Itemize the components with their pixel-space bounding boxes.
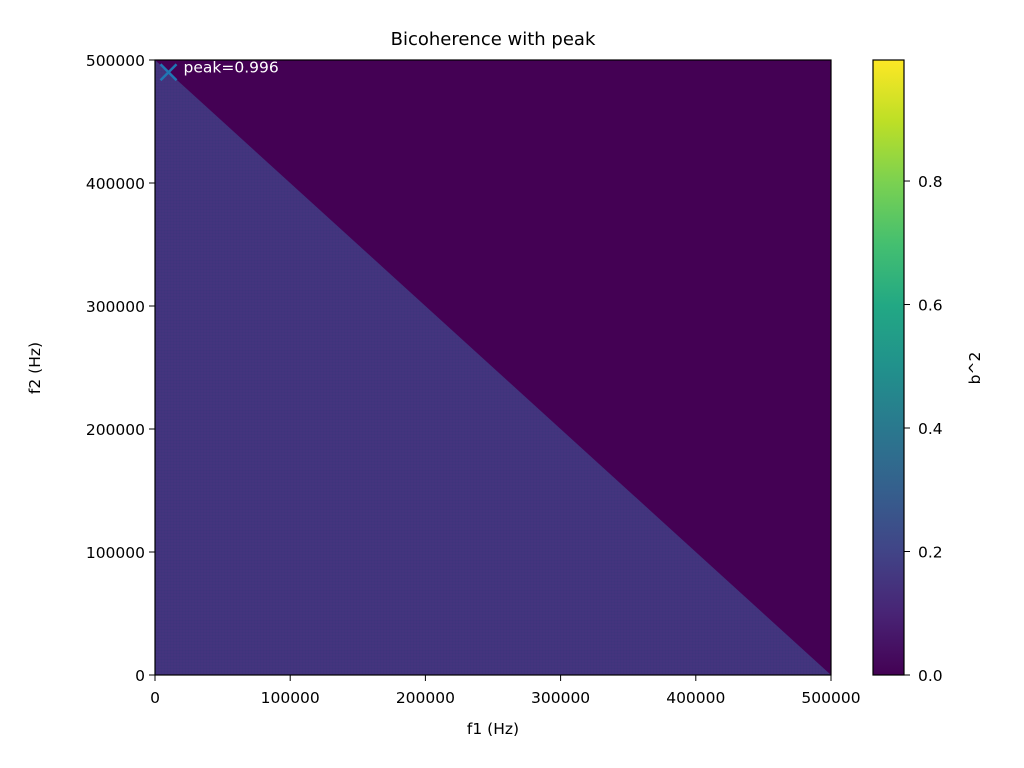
colorbar-tick-label: 0.6 (918, 297, 943, 315)
y-tick-label: 200000 (86, 421, 145, 439)
y-tick-label: 100000 (86, 544, 145, 562)
heatmap-cell-texture (155, 60, 831, 675)
y-axis: 0 100000 200000 300000 400000 500000 (86, 52, 155, 685)
colorbar-frame (872, 59, 905, 676)
chart-title: Bicoherence with peak (391, 29, 596, 50)
plot-area: peak=0.996 (154, 58, 832, 676)
colorbar-tick-label: 0.0 (918, 667, 943, 685)
x-axis-label: f1 (Hz) (467, 720, 519, 738)
y-tick-label: 0 (135, 667, 145, 685)
colorbar-tick-label: 0.8 (918, 173, 943, 191)
y-tick-label: 500000 (86, 52, 145, 70)
peak-marker (159, 63, 178, 82)
x-tick-label: 500000 (801, 689, 860, 707)
x-axis: 0 100000 200000 300000 400000 500000 (150, 675, 861, 707)
x-tick-label: 200000 (396, 689, 455, 707)
x-tick-label: 100000 (261, 689, 320, 707)
plot-frame (154, 59, 832, 676)
peak-label: peak=0.996 (184, 58, 279, 76)
x-tick-label: 300000 (531, 689, 590, 707)
y-axis-label: f2 (Hz) (26, 342, 44, 394)
y-tick-label: 400000 (86, 175, 145, 193)
colorbar-label: b^2 (966, 352, 984, 385)
colorbar-gradient (873, 60, 904, 675)
y-tick-label: 300000 (86, 298, 145, 316)
colorbar: 0.0 0.2 0.4 0.6 0.8 (872, 59, 943, 685)
x-tick-label: 400000 (666, 689, 725, 707)
x-tick-label: 0 (150, 689, 160, 707)
colorbar-tick-label: 0.4 (918, 420, 943, 438)
colorbar-tick-label: 0.2 (918, 544, 943, 562)
